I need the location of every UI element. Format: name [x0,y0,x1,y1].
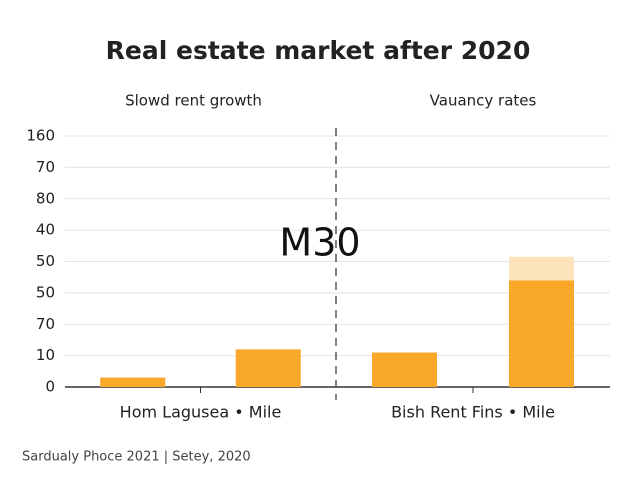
y-tick-label: 80 [36,189,55,207]
x-label: Hom Lagusea • Mile [120,403,282,422]
x-label: Bish Rent Fins • Mile [391,403,555,422]
bar [100,377,166,387]
bar [372,352,437,387]
y-tick-label: 40 [36,221,55,239]
y-tick-label: 50 [36,283,55,301]
annotation: M30 [279,221,360,265]
chart-title: Real estate market after 2020 [106,36,531,65]
bar-stack [509,256,574,281]
y-tick-label: 0 [45,378,55,396]
bar [509,280,574,387]
y-tick-label: 160 [26,127,55,145]
y-tick-label: 10 [36,346,55,364]
source: Sardualy Phoce 2021 | Setey, 2020 [22,450,251,465]
bar [235,349,301,387]
y-tick-label: 70 [36,315,55,333]
panel-subtitle: Vauancy rates [430,92,537,110]
panel-subtitle: Slowd rent growth [125,92,262,110]
y-tick-label: 70 [36,158,55,176]
y-tick-label: 50 [36,252,55,270]
